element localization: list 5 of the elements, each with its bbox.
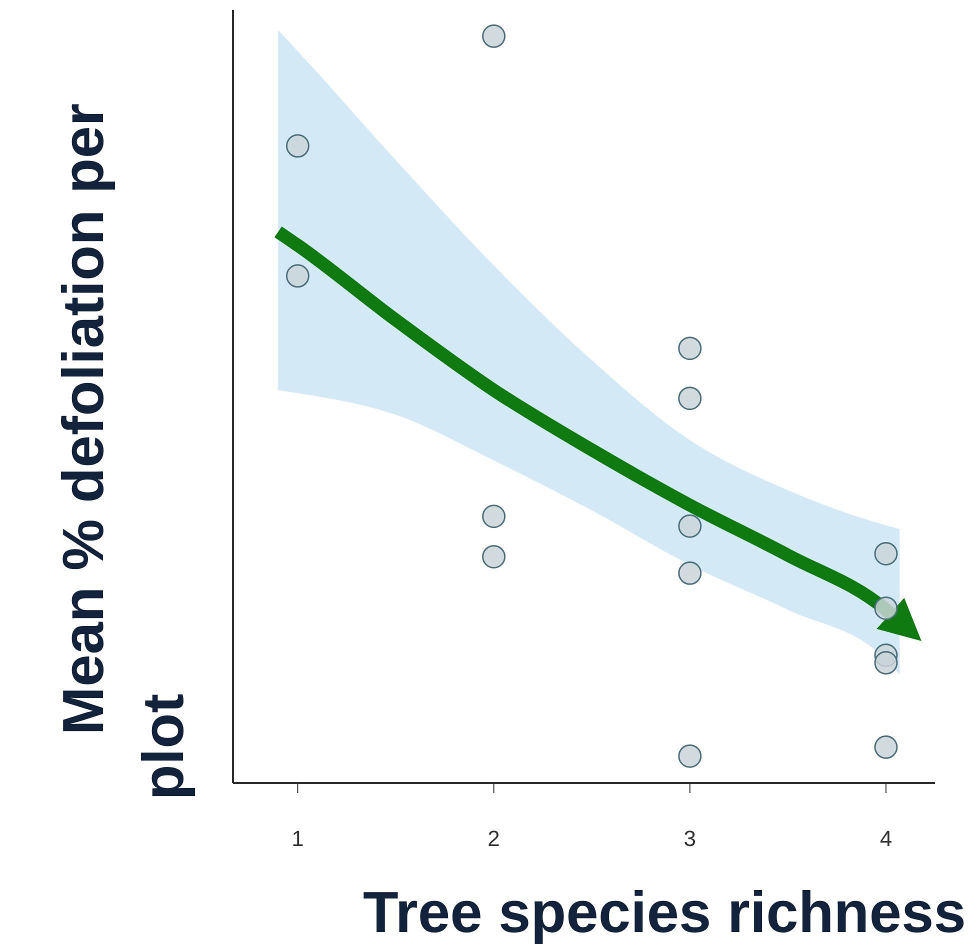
x-tick-label: 2: [488, 826, 500, 851]
x-tick-label: 1: [292, 826, 304, 851]
x-tick-label: 3: [684, 826, 696, 851]
x-tick-label: 4: [880, 826, 892, 851]
y-axis-title: Mean % defoliation per plot: [51, 103, 196, 800]
